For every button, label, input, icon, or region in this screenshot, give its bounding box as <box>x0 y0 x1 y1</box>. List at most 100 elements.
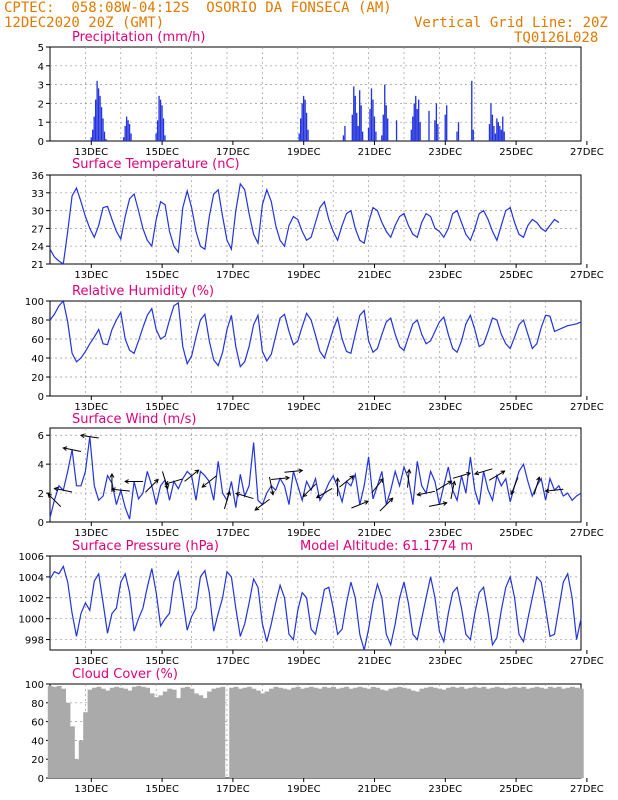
precip-bar <box>494 133 497 141</box>
cloud-bar <box>401 687 407 778</box>
wind-series-line <box>49 436 582 520</box>
cloud-bar <box>552 687 558 778</box>
cloud-bar <box>114 686 120 778</box>
cloud-bar <box>118 687 124 778</box>
precip-bar <box>471 80 473 141</box>
wind-arrow <box>351 500 369 509</box>
cloud-bar <box>87 689 93 778</box>
wind-arrow <box>201 475 217 488</box>
precip-bar <box>372 99 374 141</box>
cloud-bar <box>83 712 89 778</box>
cloud-bar <box>317 688 323 778</box>
wind-arrow-head <box>416 491 422 497</box>
rh-xtick-label: 19DEC <box>287 402 321 413</box>
wind-arrow-head <box>201 483 207 488</box>
precip-bar <box>435 103 438 141</box>
wind-arrow <box>80 434 99 439</box>
rh-xtick-label: 13DEC <box>74 402 108 413</box>
cloud-bar <box>569 686 575 778</box>
cloud-bar <box>565 687 571 778</box>
temp-ytick-label: 36 <box>31 171 44 182</box>
cloud-bar <box>251 688 257 778</box>
precip-bar <box>93 116 95 141</box>
cloud-bar <box>189 688 195 778</box>
cloud-bar <box>61 688 66 778</box>
rh-ytick-label: 60 <box>31 335 44 346</box>
precip-bar <box>94 99 97 141</box>
wind-arrow-head <box>364 500 370 505</box>
pres-xtick-label: 19DEC <box>287 656 321 667</box>
precip-xtick-label: 19DEC <box>287 147 321 158</box>
rh-ytick-label: 20 <box>31 373 44 384</box>
cloud-bar <box>260 693 266 778</box>
cloud-bar <box>507 687 513 778</box>
wind-arrow-head <box>451 480 457 486</box>
cloud-bar <box>463 688 469 778</box>
cloud-bar <box>353 687 359 778</box>
precip-bar <box>162 118 165 141</box>
cloud-xtick-label: 27DEC <box>570 784 604 795</box>
temp-ytick-label: 33 <box>31 189 44 200</box>
cloud-ytick-label: 20 <box>31 755 44 766</box>
cloud-xtick-label: 21DEC <box>358 784 392 795</box>
pres-xtick-label: 17DEC <box>216 656 250 667</box>
rh-xtick-label: 21DEC <box>358 402 392 413</box>
precip-bar <box>419 122 421 141</box>
pres-xtick-label: 23DEC <box>428 656 462 667</box>
cloud-bar <box>538 687 544 778</box>
wind-arrow <box>271 477 290 481</box>
wind-arrow <box>452 472 471 479</box>
precip-bar <box>434 120 436 141</box>
cloud-bar <box>384 690 390 778</box>
cloud-bar <box>255 690 261 778</box>
temp-ytick-label: 27 <box>31 224 44 235</box>
rh-frame <box>49 300 582 397</box>
precip-frame <box>49 46 582 142</box>
wind-arrow-head <box>226 490 231 496</box>
cloud-bar <box>295 686 301 778</box>
rh-title: Relative Humidity (%) <box>72 284 214 299</box>
cloud-bar <box>468 687 474 778</box>
precip-bar <box>361 131 364 141</box>
cloud-bar <box>207 691 213 778</box>
rh-ytick-label: 0 <box>38 392 44 403</box>
cloud-bar <box>167 688 173 778</box>
wind-arrow-head <box>406 468 412 474</box>
precip-bar <box>344 125 346 141</box>
precip-bar <box>384 84 386 141</box>
cloud-bar <box>238 688 243 778</box>
precip-bar <box>381 135 383 141</box>
temp-xtick-label: 23DEC <box>428 270 462 281</box>
precip-bar <box>302 95 305 141</box>
precip-bar <box>164 135 166 141</box>
precip-bar <box>130 133 132 141</box>
cloud-bar <box>300 688 305 778</box>
header-grid-line: Vertical Grid Line: 20Z <box>414 15 608 31</box>
wind-xtick-label: 15DEC <box>145 528 179 539</box>
precip-bar <box>99 95 101 141</box>
cloud-bar <box>477 687 482 778</box>
wind-arrow <box>371 478 384 494</box>
wind-arrow-head <box>466 471 472 477</box>
cloud-bar <box>308 686 314 778</box>
wind-arrow-head <box>254 506 260 511</box>
precip-bar <box>387 118 389 141</box>
cloud-ytick-label: 80 <box>31 699 44 710</box>
precip-bar <box>412 116 414 141</box>
cloud-bar <box>56 685 62 778</box>
cloud-bar <box>123 688 128 778</box>
wind-arrow-head <box>124 479 129 484</box>
cloud-bar <box>246 686 252 778</box>
wind-arrow-head <box>349 475 355 480</box>
rh-xtick-label: 15DEC <box>145 402 179 413</box>
pres-ytick-label: 1000 <box>19 615 44 626</box>
cloud-bar <box>481 686 487 778</box>
temp-xtick-label: 17DEC <box>216 270 250 281</box>
cloud-bar <box>127 690 133 778</box>
cloud-bar <box>503 688 509 778</box>
cloud-xtick-label: 17DEC <box>216 784 250 795</box>
cloud-bar <box>357 686 363 778</box>
cloud-ytick-label: 60 <box>31 718 44 729</box>
precip-bar <box>356 112 358 141</box>
cloud-bar <box>547 686 553 778</box>
